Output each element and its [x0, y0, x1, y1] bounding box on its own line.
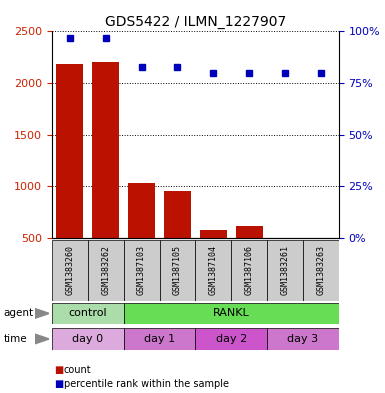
Bar: [303, 240, 339, 301]
Bar: [236, 226, 263, 289]
Bar: [124, 303, 339, 324]
Bar: [231, 240, 267, 301]
Text: agent: agent: [4, 309, 34, 318]
Bar: [164, 191, 191, 289]
Bar: [200, 230, 227, 289]
Text: control: control: [69, 309, 107, 318]
Bar: [52, 303, 124, 324]
Text: GSM1387106: GSM1387106: [244, 245, 254, 295]
Bar: [57, 64, 83, 289]
Bar: [88, 240, 124, 301]
Text: ■: ■: [54, 379, 63, 389]
Bar: [92, 62, 119, 289]
Text: count: count: [64, 365, 91, 375]
Bar: [52, 240, 88, 301]
Bar: [124, 328, 195, 350]
Bar: [128, 183, 155, 289]
Text: percentile rank within the sample: percentile rank within the sample: [64, 379, 229, 389]
Bar: [267, 240, 303, 301]
Polygon shape: [35, 334, 49, 344]
Bar: [308, 239, 334, 289]
Text: day 1: day 1: [144, 334, 175, 344]
Bar: [267, 328, 339, 350]
Text: time: time: [4, 334, 27, 344]
Bar: [271, 245, 298, 289]
Text: day 3: day 3: [287, 334, 318, 344]
Bar: [195, 328, 267, 350]
Bar: [52, 328, 124, 350]
Polygon shape: [35, 309, 49, 318]
Text: day 0: day 0: [72, 334, 104, 344]
Text: GSM1387103: GSM1387103: [137, 245, 146, 295]
Text: GSM1387105: GSM1387105: [173, 245, 182, 295]
Bar: [195, 240, 231, 301]
Text: GSM1383263: GSM1383263: [316, 245, 325, 295]
Text: GSM1383261: GSM1383261: [281, 245, 290, 295]
Title: GDS5422 / ILMN_1227907: GDS5422 / ILMN_1227907: [105, 15, 286, 29]
Text: ■: ■: [54, 365, 63, 375]
Bar: [124, 240, 159, 301]
Text: GSM1383262: GSM1383262: [101, 245, 110, 295]
Text: GSM1387104: GSM1387104: [209, 245, 218, 295]
Text: RANKL: RANKL: [213, 309, 249, 318]
Bar: [159, 240, 196, 301]
Text: day 2: day 2: [216, 334, 247, 344]
Text: GSM1383260: GSM1383260: [65, 245, 74, 295]
